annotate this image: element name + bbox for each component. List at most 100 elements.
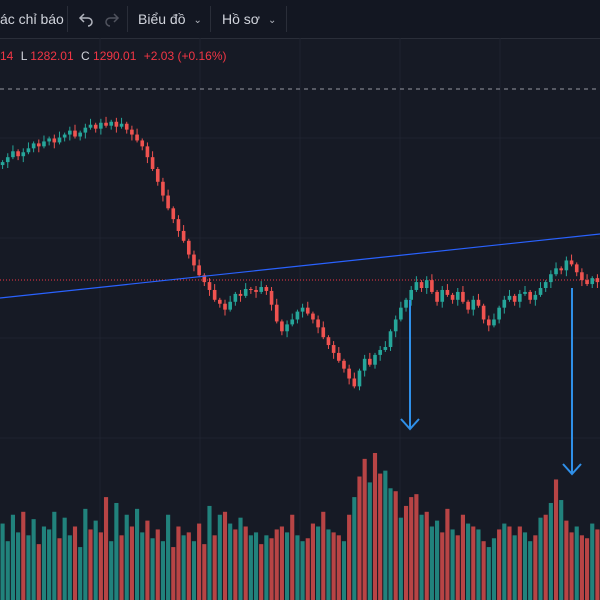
volume-bar bbox=[290, 515, 294, 600]
candle bbox=[213, 284, 217, 302]
candle-body bbox=[94, 125, 98, 129]
volume-bar bbox=[425, 512, 429, 600]
candle-body bbox=[332, 345, 336, 353]
candle-body bbox=[440, 290, 444, 302]
candle-body bbox=[156, 169, 160, 182]
chevron-down-icon: ⌄ bbox=[268, 2, 276, 40]
candle-body bbox=[125, 124, 129, 130]
close-key: C bbox=[81, 49, 90, 63]
volume-bar bbox=[440, 532, 444, 600]
candle-body bbox=[223, 304, 227, 310]
candle-body bbox=[182, 231, 186, 241]
volume-bar bbox=[435, 521, 439, 600]
candle bbox=[285, 320, 289, 337]
candle bbox=[234, 292, 238, 306]
volume-bar bbox=[580, 535, 584, 600]
volume-bar bbox=[145, 521, 149, 600]
volume-bar bbox=[156, 529, 160, 600]
candle-body bbox=[234, 294, 238, 302]
arrow-annotation[interactable] bbox=[563, 288, 581, 474]
candle bbox=[306, 302, 310, 316]
candle-body bbox=[306, 308, 310, 314]
candle-body bbox=[466, 302, 470, 310]
candle bbox=[559, 266, 563, 274]
volume-bar bbox=[249, 535, 253, 600]
candle-body bbox=[337, 353, 341, 361]
volume-bar bbox=[280, 527, 284, 600]
volume-bar bbox=[94, 521, 98, 600]
volume-bar bbox=[52, 512, 56, 600]
chart-menu-label: Biểu đồ bbox=[138, 11, 185, 27]
volume-bar bbox=[32, 519, 36, 600]
candle bbox=[523, 286, 527, 296]
arrow-annotation[interactable] bbox=[401, 300, 419, 429]
candle bbox=[301, 304, 305, 318]
candle bbox=[363, 355, 367, 377]
volume-bar bbox=[363, 459, 367, 600]
candle-body bbox=[513, 296, 517, 302]
candle-body bbox=[492, 319, 496, 325]
candle bbox=[223, 300, 227, 316]
volume-bar bbox=[306, 538, 310, 600]
volume-bar bbox=[6, 541, 10, 600]
candle-body bbox=[596, 278, 600, 282]
candle-body bbox=[171, 208, 175, 219]
candle bbox=[265, 285, 269, 295]
candle-body bbox=[275, 305, 279, 322]
volume-bar bbox=[471, 527, 475, 600]
candle-body bbox=[316, 319, 320, 327]
ohlc-legend: 14 L 1282.01 C 1290.01 +2.03 (+0.16%) bbox=[0, 48, 227, 64]
candle-body bbox=[368, 359, 372, 365]
volume-bar bbox=[399, 518, 403, 600]
volume-bar bbox=[590, 524, 594, 600]
candle bbox=[482, 304, 486, 324]
volume-bar bbox=[342, 541, 346, 600]
candle bbox=[327, 335, 331, 349]
candle bbox=[125, 122, 129, 134]
candle bbox=[534, 291, 538, 306]
candle bbox=[554, 262, 558, 276]
volume-bar bbox=[466, 524, 470, 600]
volume-bar bbox=[37, 544, 41, 600]
volume-bar bbox=[26, 535, 30, 600]
chart-menu-button[interactable]: Biểu đồ ⌄ bbox=[138, 0, 202, 38]
volume-bar bbox=[47, 529, 51, 600]
candle bbox=[590, 276, 594, 288]
candle bbox=[94, 123, 98, 133]
candle bbox=[290, 314, 294, 327]
candle-body bbox=[27, 148, 31, 152]
candle-body bbox=[146, 146, 150, 157]
volume-bar bbox=[166, 515, 170, 600]
candle bbox=[311, 312, 315, 324]
volume-bar bbox=[11, 515, 15, 600]
volume-bar bbox=[295, 535, 299, 600]
volume-bar bbox=[176, 527, 180, 600]
candle bbox=[596, 274, 600, 288]
volume-bar bbox=[151, 538, 155, 600]
indicators-button[interactable]: ác chỉ báo bbox=[0, 0, 64, 38]
volume-bar bbox=[445, 509, 449, 600]
candle bbox=[192, 251, 196, 272]
candle bbox=[244, 283, 248, 298]
volume-bar bbox=[513, 535, 517, 600]
candle-body bbox=[378, 350, 382, 355]
candle bbox=[347, 365, 351, 385]
candle bbox=[259, 281, 263, 294]
candle bbox=[513, 294, 517, 306]
candle-body bbox=[347, 369, 351, 379]
candle-body bbox=[11, 151, 15, 157]
candle bbox=[316, 316, 320, 334]
candle bbox=[166, 190, 170, 211]
candle bbox=[89, 119, 93, 130]
profile-menu-button[interactable]: Hồ sơ ⌄ bbox=[222, 0, 276, 38]
low-value: 1282.01 bbox=[30, 49, 73, 63]
volume-bar bbox=[430, 527, 434, 600]
price-chart[interactable] bbox=[0, 38, 600, 600]
undo-button[interactable] bbox=[78, 0, 94, 38]
candle-body bbox=[120, 124, 124, 127]
candle-body bbox=[477, 300, 481, 306]
candle-body bbox=[84, 128, 88, 133]
redo-button[interactable] bbox=[104, 0, 120, 38]
candle bbox=[565, 257, 569, 277]
volume-bar bbox=[63, 518, 67, 600]
